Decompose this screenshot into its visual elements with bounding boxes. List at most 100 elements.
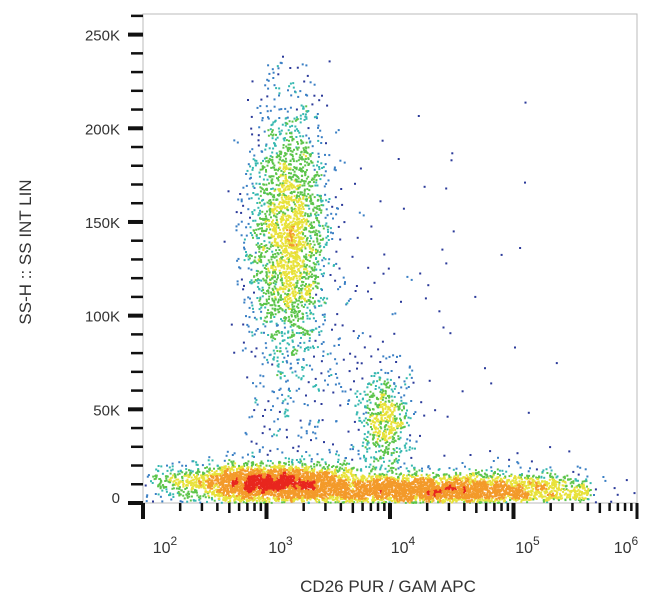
data-point xyxy=(206,492,209,495)
data-point xyxy=(295,475,298,478)
data-point xyxy=(321,259,324,262)
data-point xyxy=(419,501,422,504)
data-point xyxy=(396,489,399,492)
data-point xyxy=(513,487,516,490)
data-point xyxy=(575,496,578,499)
data-point xyxy=(181,464,184,467)
data-point xyxy=(209,484,212,487)
data-point xyxy=(186,492,189,495)
data-point xyxy=(292,262,295,265)
data-point xyxy=(299,90,302,93)
data-point xyxy=(471,485,474,488)
data-point xyxy=(305,478,308,481)
data-point xyxy=(291,353,294,356)
data-point xyxy=(529,496,531,499)
data-point xyxy=(232,466,235,469)
data-point xyxy=(220,480,223,483)
data-point xyxy=(528,486,530,489)
data-point xyxy=(269,473,272,476)
data-point xyxy=(190,484,192,487)
data-point xyxy=(263,474,266,477)
data-point xyxy=(274,188,277,191)
data-point xyxy=(374,492,377,495)
data-point xyxy=(324,474,327,477)
data-point xyxy=(185,493,188,496)
data-point xyxy=(359,489,362,491)
data-point xyxy=(345,473,348,476)
data-point xyxy=(485,501,488,504)
data-point xyxy=(461,483,464,486)
data-point xyxy=(404,501,407,504)
data-point xyxy=(157,470,160,473)
data-point xyxy=(172,493,175,496)
data-point xyxy=(327,501,330,504)
data-point xyxy=(215,475,218,478)
data-point xyxy=(290,473,293,476)
data-point xyxy=(418,469,421,472)
data-point xyxy=(290,172,292,175)
data-point xyxy=(530,477,533,480)
data-point xyxy=(193,491,196,494)
data-point xyxy=(291,470,294,473)
data-point xyxy=(429,482,432,485)
data-point xyxy=(470,484,473,487)
data-point xyxy=(543,487,546,489)
data-point xyxy=(311,472,314,475)
data-point xyxy=(145,500,148,503)
data-point xyxy=(318,501,321,504)
data-point xyxy=(446,499,449,502)
data-point xyxy=(216,494,219,497)
data-point xyxy=(336,469,339,472)
data-point xyxy=(342,490,344,493)
data-point xyxy=(171,468,174,471)
data-point xyxy=(171,465,174,468)
data-point xyxy=(265,483,267,486)
data-point xyxy=(307,478,310,481)
data-point xyxy=(182,485,185,488)
data-point xyxy=(251,490,254,492)
data-point xyxy=(516,498,519,501)
data-point xyxy=(343,474,345,477)
data-point xyxy=(284,470,287,472)
data-point xyxy=(474,469,477,472)
data-point xyxy=(304,476,307,479)
data-point xyxy=(318,461,321,464)
data-point xyxy=(259,479,262,482)
data-point xyxy=(394,501,397,504)
data-point xyxy=(471,480,474,483)
data-point xyxy=(256,106,259,109)
data-point xyxy=(177,490,180,493)
data-point xyxy=(232,464,235,467)
data-point xyxy=(213,471,216,474)
data-point xyxy=(302,479,305,482)
data-point xyxy=(315,482,318,485)
data-point xyxy=(462,493,465,496)
data-point xyxy=(307,288,310,290)
data-point xyxy=(372,478,375,480)
data-point xyxy=(285,221,287,224)
data-point xyxy=(476,472,479,474)
data-point xyxy=(399,491,401,494)
data-point xyxy=(383,485,386,488)
data-point xyxy=(308,207,311,210)
data-point xyxy=(252,469,255,472)
data-point xyxy=(586,485,588,488)
data-point xyxy=(359,480,362,483)
data-point xyxy=(204,487,207,490)
data-point xyxy=(209,487,212,490)
data-point xyxy=(327,370,330,373)
data-point xyxy=(491,496,494,499)
data-point xyxy=(300,289,303,292)
data-point xyxy=(320,483,323,486)
data-point xyxy=(285,477,288,480)
data-point xyxy=(291,340,294,343)
data-point xyxy=(384,497,387,500)
data-point xyxy=(286,251,289,254)
data-point xyxy=(477,471,480,474)
data-point xyxy=(454,471,457,474)
data-point xyxy=(326,474,329,477)
data-point xyxy=(186,496,189,499)
data-point xyxy=(480,483,483,486)
data-point xyxy=(166,469,169,472)
data-point xyxy=(252,474,255,477)
